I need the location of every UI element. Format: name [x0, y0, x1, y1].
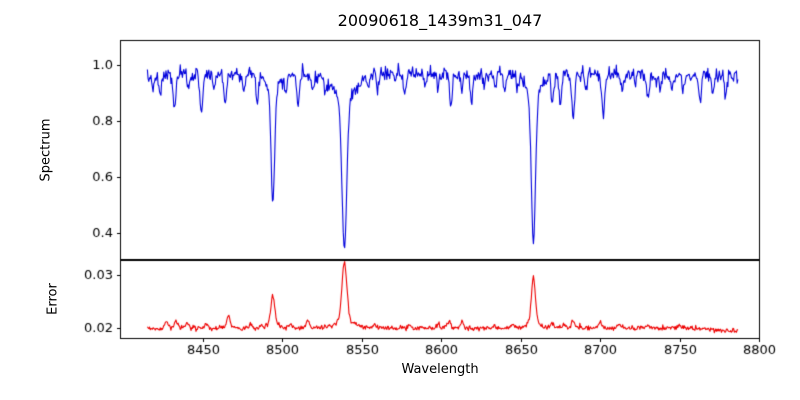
y-axis-label-error: Error [45, 283, 61, 315]
x-axis-label: Wavelength [401, 362, 479, 377]
chart-title: 20090618_1439m31_047 [337, 11, 543, 30]
y-axis-label-spectrum: Spectrum [38, 118, 54, 182]
